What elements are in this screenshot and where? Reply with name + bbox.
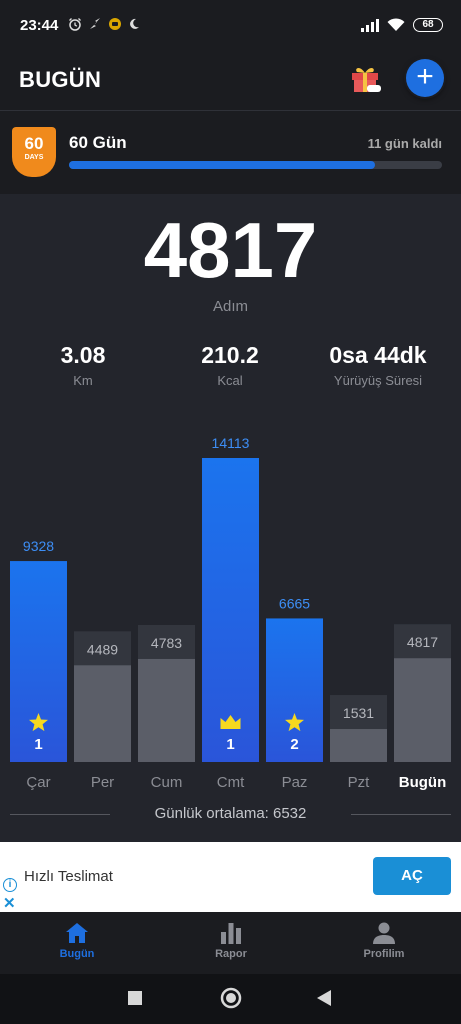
average-divider-right bbox=[351, 814, 451, 815]
gift-icon[interactable] bbox=[349, 63, 381, 93]
tab-profile[interactable]: Profilim bbox=[307, 912, 461, 974]
challenge-card[interactable]: 60 DAYS 60 Gün 11 gün kaldı bbox=[0, 110, 461, 194]
step-count: 4817 bbox=[143, 206, 318, 294]
ad-banner[interactable]: i ✕ Hızlı Teslimat AÇ bbox=[0, 842, 461, 912]
signal-icon bbox=[361, 18, 379, 32]
system-navigation-bar bbox=[0, 974, 461, 1024]
status-notification-icons bbox=[68, 17, 140, 31]
chart-bar bbox=[74, 665, 131, 762]
bar-chart-icon bbox=[221, 923, 241, 944]
chart-category-label: Cmt bbox=[217, 774, 245, 791]
chart-bar bbox=[202, 458, 259, 762]
ad-text: Hızlı Teslimat bbox=[24, 868, 113, 885]
chart-bar-value: 9328 bbox=[23, 538, 54, 554]
reward-count: 1 bbox=[226, 736, 234, 753]
chart-category-label: Çar bbox=[26, 774, 50, 791]
chart-bar-value: 4489 bbox=[87, 641, 118, 657]
tab-label: Profilim bbox=[363, 948, 405, 960]
weekly-steps-chart: 9328 Çar 1 4489 Per 4783 Cum 14113 Cmt 1 6665 Paz 2 1… bbox=[10, 435, 451, 791]
badge-number: 60 bbox=[24, 134, 44, 153]
challenge-title: 60 Gün bbox=[69, 133, 127, 152]
ad-info-icon[interactable]: i bbox=[3, 878, 17, 892]
reward-count: 1 bbox=[34, 736, 42, 753]
chart-bar-value: 4783 bbox=[151, 635, 182, 651]
challenge-badge: 60 DAYS bbox=[12, 127, 56, 177]
star-icon bbox=[29, 713, 48, 732]
bolt-icon bbox=[90, 18, 100, 29]
moon-icon bbox=[130, 18, 139, 29]
chart-bar bbox=[394, 658, 451, 762]
chart-bar-value: 6665 bbox=[279, 595, 310, 611]
stat-distance-value: 3.08 bbox=[60, 342, 106, 368]
chart-bar bbox=[330, 729, 387, 762]
stat-calories-value: 210.2 bbox=[201, 342, 259, 368]
stat-walking-time-value: 0sa 44dk bbox=[329, 342, 427, 368]
stat-walking-time-label: Yürüyüş Süresi bbox=[333, 373, 423, 388]
stat-distance-label: Km bbox=[73, 373, 93, 388]
status-system-icons: 68 bbox=[361, 18, 443, 32]
status-time: 23:44 bbox=[20, 17, 59, 34]
star-icon bbox=[285, 713, 304, 732]
challenge-remaining: 11 gün kaldı bbox=[367, 136, 442, 151]
chart-bar-value: 14113 bbox=[212, 435, 250, 451]
ad-open-button[interactable]: AÇ bbox=[373, 857, 451, 895]
recents-icon[interactable] bbox=[127, 990, 143, 1006]
chart-category-label: Per bbox=[91, 774, 114, 791]
tab-report[interactable]: Rapor bbox=[154, 912, 308, 974]
status-bar: 23:44 68 bbox=[0, 0, 461, 50]
badge-text: DAYS bbox=[24, 154, 44, 161]
average-divider-left bbox=[10, 814, 110, 815]
ad-close-icon[interactable]: ✕ bbox=[3, 895, 16, 912]
bottom-tab-bar: Bugün Rapor Profilim bbox=[0, 912, 461, 974]
alarm-icon bbox=[69, 18, 81, 31]
chart-category-label: Paz bbox=[282, 774, 308, 791]
stat-distance: 3.08 Km bbox=[8, 342, 158, 388]
home-nav-icon[interactable] bbox=[220, 987, 242, 1009]
chart-category-label: Bugün bbox=[399, 774, 446, 791]
stat-calories-label: Kcal bbox=[217, 373, 243, 388]
tab-label: Rapor bbox=[215, 948, 247, 960]
app-notification-icon bbox=[109, 18, 121, 30]
battery-icon: 68 bbox=[413, 18, 443, 32]
chart-category-label: Cum bbox=[151, 774, 183, 791]
daily-average: Günlük ortalama: 6532 bbox=[154, 805, 307, 822]
app-bar: BUGÜN + bbox=[0, 50, 461, 110]
step-count-label: Adım bbox=[212, 298, 248, 315]
wifi-icon bbox=[387, 18, 405, 31]
back-icon[interactable] bbox=[316, 989, 332, 1007]
person-icon bbox=[373, 922, 395, 944]
reward-count: 2 bbox=[290, 736, 298, 753]
challenge-progress-bar bbox=[69, 161, 442, 169]
home-icon bbox=[66, 923, 88, 943]
stat-calories: 210.2 Kcal bbox=[155, 342, 305, 388]
chart-bar-value: 4817 bbox=[407, 634, 438, 650]
chart-category-label: Pzt bbox=[348, 774, 371, 791]
stat-walking-time: 0sa 44dk Yürüyüş Süresi bbox=[303, 342, 453, 388]
chart-bar bbox=[266, 618, 323, 762]
chart-bar bbox=[138, 658, 195, 762]
add-button[interactable]: + bbox=[406, 59, 444, 97]
challenge-progress-fill bbox=[69, 161, 375, 169]
crown-icon bbox=[220, 715, 241, 729]
chart-bar bbox=[10, 561, 67, 762]
tab-label: Bugün bbox=[59, 948, 95, 960]
tab-today[interactable]: Bugün bbox=[0, 912, 154, 974]
chart-bar-value: 1531 bbox=[343, 705, 374, 721]
page-title: BUGÜN bbox=[19, 67, 102, 92]
